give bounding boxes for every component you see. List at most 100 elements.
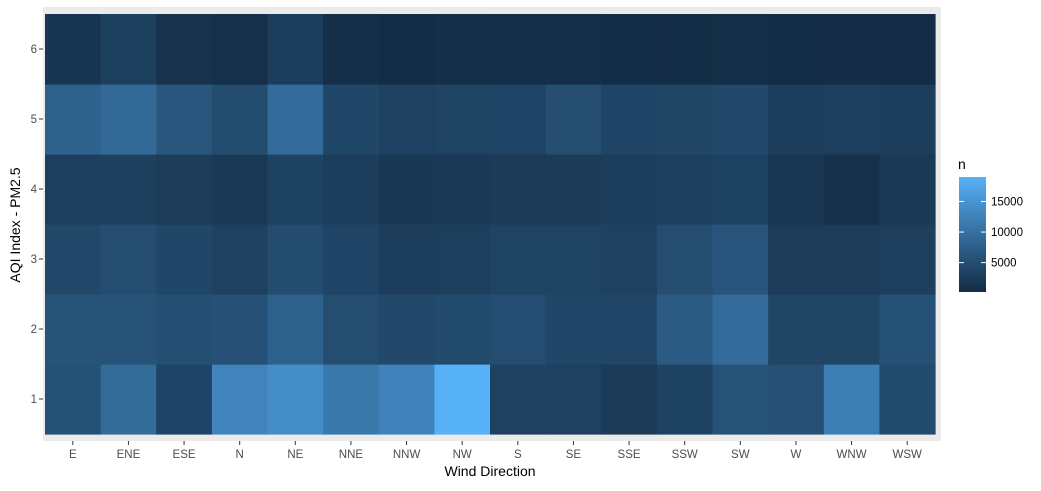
heatmap-tiles	[45, 14, 936, 435]
heatmap-tile-W-5	[768, 84, 825, 155]
heatmap-tile-W-3	[768, 224, 825, 295]
heatmap-tile-ENE-4	[100, 154, 157, 225]
heatmap-tile-SSW-3	[656, 224, 714, 295]
heatmap-tile-SW-3	[712, 224, 769, 295]
heatmap-tile-SSW-6	[656, 14, 714, 85]
heatmap-tile-WSW-4	[879, 154, 936, 225]
heatmap-tile-NW-4	[434, 154, 491, 225]
heatmap-tile-SE-6	[545, 14, 602, 85]
heatmap-tile-SE-4	[545, 154, 602, 225]
heatmap-tile-NW-2	[434, 294, 491, 365]
heatmap-tile-S-3	[490, 224, 547, 295]
heatmap-tile-NE-5	[267, 84, 324, 155]
y-tick-label: 5	[31, 114, 37, 126]
heatmap-tile-NNE-2	[323, 294, 380, 365]
heatmap-tile-WNW-1	[823, 364, 880, 435]
heatmap-tile-WSW-1	[879, 364, 936, 435]
heatmap-tile-E-6	[45, 14, 102, 85]
x-tick-label: SE	[566, 449, 582, 461]
heatmap-tile-NE-1	[267, 364, 324, 435]
heatmap-tile-NNW-3	[378, 224, 435, 295]
heatmap-tile-W-2	[768, 294, 825, 365]
heatmap-tile-SW-1	[712, 364, 769, 435]
heatmap-tile-ENE-3	[100, 224, 157, 295]
heatmap-tile-SE-5	[545, 84, 602, 155]
heatmap-tile-SSW-5	[656, 84, 714, 155]
legend-tick-label: 10000	[991, 227, 1023, 239]
heatmap-tile-S-5	[490, 84, 547, 155]
heatmap-tile-N-2	[211, 294, 269, 365]
heatmap-tile-NE-3	[267, 224, 324, 295]
legend-colorbar	[959, 177, 986, 292]
x-axis-ticks: E ENE ESE N NE NNE NNW NW S SE SSE SSW SW W WNW WSW	[69, 441, 922, 461]
heatmap-tile-NNE-6	[323, 14, 380, 85]
heatmap-tile-SSE-5	[601, 84, 658, 155]
heatmap-tile-W-4	[768, 154, 825, 225]
heatmap-tile-WSW-5	[879, 84, 936, 155]
heatmap-tile-W-1	[768, 364, 825, 435]
heatmap-tile-NNW-1	[378, 364, 435, 435]
x-tick-label: S	[514, 449, 522, 461]
x-tick-label: SSW	[672, 449, 698, 461]
x-tick-label: ESE	[173, 449, 196, 461]
heatmap-tile-E-1	[45, 364, 102, 435]
heatmap-tile-WNW-4	[823, 154, 880, 225]
x-tick-label: N	[236, 449, 244, 461]
heatmap-tile-SE-1	[545, 364, 602, 435]
heatmap-tile-NNW-2	[378, 294, 435, 365]
heatmap-tile-WNW-5	[823, 84, 880, 155]
heatmap-tile-SSE-4	[601, 154, 658, 225]
heatmap-tile-SW-5	[712, 84, 769, 155]
x-tick-label: W	[791, 449, 802, 461]
legend-title: n	[958, 156, 966, 172]
heatmap-tile-E-2	[45, 294, 102, 365]
x-tick-label: NNW	[393, 449, 421, 461]
heatmap-tile-NNE-1	[323, 364, 380, 435]
heatmap-tile-NE-6	[267, 14, 324, 85]
heatmap-tile-ESE-3	[156, 224, 213, 295]
heatmap-tile-S-1	[490, 364, 547, 435]
x-tick-label: NW	[453, 449, 472, 461]
y-tick-label: 6	[31, 44, 37, 56]
y-tick-label: 2	[31, 324, 37, 336]
heatmap-tile-ESE-4	[156, 154, 213, 225]
x-tick-label: NNE	[339, 449, 364, 461]
heatmap-tile-NNW-4	[378, 154, 435, 225]
heatmap-tile-ENE-6	[100, 14, 157, 85]
heatmap-tile-SE-2	[545, 294, 602, 365]
heatmap-tile-NNE-5	[323, 84, 380, 155]
legend-tick-label: 15000	[991, 196, 1023, 208]
heatmap-tile-N-6	[211, 14, 269, 85]
heatmap-tile-SSW-4	[656, 154, 714, 225]
heatmap-tile-SSE-2	[601, 294, 658, 365]
heatmap-tile-N-1	[211, 364, 269, 435]
heatmap-tile-S-4	[490, 154, 547, 225]
heatmap-tile-ESE-6	[156, 14, 213, 85]
x-tick-label: NE	[287, 449, 303, 461]
heatmap-tile-ENE-5	[100, 84, 157, 155]
y-tick-label: 4	[31, 184, 38, 196]
heatmap-tile-SSW-2	[656, 294, 714, 365]
x-axis-title: Wind Direction	[444, 463, 535, 479]
heatmap-tile-WSW-2	[879, 294, 936, 365]
heatmap-tile-N-3	[211, 224, 269, 295]
heatmap-tile-WNW-3	[823, 224, 880, 295]
heatmap-tile-SW-4	[712, 154, 769, 225]
heatmap-tile-S-2	[490, 294, 547, 365]
x-tick-label: E	[69, 449, 77, 461]
heatmap-tile-ESE-1	[156, 364, 213, 435]
heatmap-tile-NE-2	[267, 294, 324, 365]
y-tick-label: 3	[31, 254, 37, 266]
heatmap-tile-E-4	[45, 154, 102, 225]
x-tick-label: WSW	[892, 449, 922, 461]
heatmap-tile-SW-6	[712, 14, 769, 85]
heatmap-tile-E-3	[45, 224, 102, 295]
heatmap-tile-NNW-6	[378, 14, 435, 85]
heatmap-tile-W-6	[768, 14, 825, 85]
heatmap-tile-E-5	[45, 84, 102, 155]
heatmap-tile-WSW-3	[879, 224, 936, 295]
heatmap-tile-SW-2	[712, 294, 769, 365]
heatmap-tile-ESE-2	[156, 294, 213, 365]
